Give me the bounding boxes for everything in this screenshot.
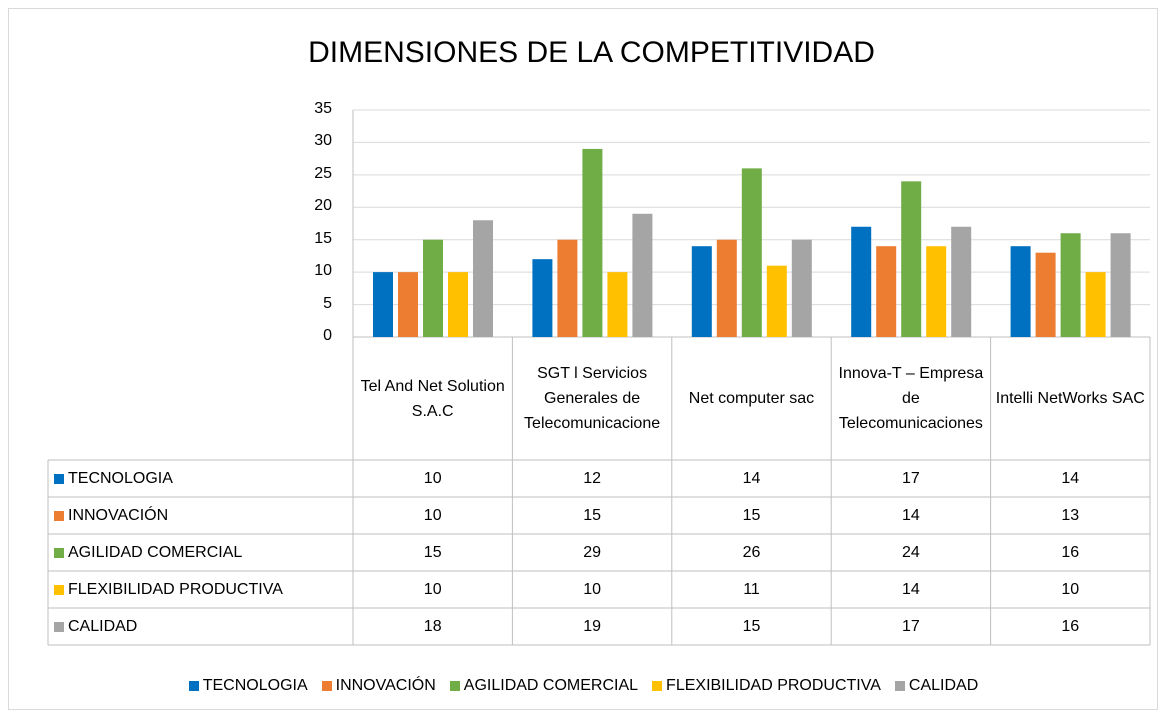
y-tick-label: 25 — [314, 164, 332, 182]
y-tick-label: 30 — [314, 132, 332, 150]
table-value: 10 — [1061, 580, 1080, 598]
table-value: 14 — [1061, 469, 1080, 487]
table-value: 12 — [583, 469, 601, 487]
table-value: 15 — [742, 617, 761, 635]
legend-key — [54, 621, 64, 632]
table-value: 10 — [423, 469, 442, 487]
table-value: 19 — [583, 617, 601, 635]
bar — [582, 148, 603, 337]
legend-item: AGILIDAD COMERCIAL — [449, 677, 639, 695]
table-row-name: AGILIDAD COMERCIAL — [68, 543, 243, 561]
legend-item: INNOVACIÓN — [321, 677, 436, 695]
legend-swatch — [652, 681, 663, 691]
table-value: 10 — [583, 580, 601, 598]
bar — [1035, 252, 1056, 337]
table-value: 16 — [1061, 617, 1080, 635]
bar — [901, 181, 922, 337]
table-value: 15 — [423, 543, 442, 561]
x-tick-label: Net computer sac — [688, 390, 815, 407]
bar — [1060, 233, 1081, 337]
legend: TECNOLOGIA INNOVACIÓN AGILIDAD COMERCIAL FL… — [0, 677, 1167, 695]
table-row-name: TECNOLOGIA — [68, 469, 173, 487]
bar — [1085, 272, 1106, 337]
legend-swatch — [449, 681, 460, 691]
table-value: 15 — [583, 506, 601, 524]
table-row-name: INNOVACIÓN — [68, 506, 169, 524]
y-tick-label: 0 — [323, 327, 332, 344]
legend-swatch — [894, 681, 905, 691]
table-row-label: FLEXIBILIDAD PRODUCTIVA — [54, 571, 283, 608]
table-value: 14 — [901, 506, 920, 524]
table-value: 10 — [423, 580, 442, 598]
table-value: 11 — [743, 580, 760, 598]
bar — [766, 265, 787, 337]
y-tick-label: 15 — [314, 229, 332, 247]
table-value: 15 — [742, 506, 761, 524]
x-tick-label: Tel And Net Solution S.A.C — [360, 377, 505, 420]
bar — [398, 272, 418, 337]
table-value: 14 — [901, 580, 920, 598]
legend-label: FLEXIBILIDAD PRODUCTIVA — [666, 677, 881, 694]
table-value: 10 — [423, 506, 442, 524]
legend-swatch — [321, 681, 332, 691]
table-row-label: INNOVACIÓN — [54, 497, 168, 534]
y-tick-label: 5 — [323, 294, 332, 312]
legend-label: CALIDAD — [908, 677, 979, 694]
bar — [1010, 246, 1031, 337]
bar — [876, 246, 897, 337]
legend-swatch — [188, 681, 199, 691]
bar — [632, 213, 653, 337]
table-value: 17 — [901, 469, 920, 487]
table-value: 13 — [1061, 506, 1080, 524]
x-tick-label: SGT l Servicios Generales de Telecomunic… — [524, 365, 661, 432]
table-value: 29 — [583, 543, 601, 561]
table-value: 17 — [901, 617, 920, 635]
legend-item: TECNOLOGIA — [188, 677, 308, 695]
y-tick-label: 20 — [314, 197, 332, 215]
legend-item: CALIDAD — [894, 677, 979, 695]
bar — [473, 220, 493, 337]
legend-label: INNOVACIÓN — [335, 677, 436, 694]
table-value: 18 — [423, 617, 442, 635]
bar — [1110, 233, 1131, 337]
bar — [557, 239, 578, 337]
bar — [423, 239, 443, 337]
table-row-label: AGILIDAD COMERCIAL — [54, 534, 242, 571]
table-value: 26 — [742, 543, 761, 561]
bar — [607, 272, 628, 337]
chart-frame — [8, 8, 1158, 710]
bar — [691, 246, 712, 337]
legend-label: TECNOLOGIA — [202, 677, 308, 694]
bar — [448, 272, 468, 337]
bar — [851, 226, 872, 337]
table-row-label: TECNOLOGIA — [54, 460, 173, 497]
legend-key — [54, 584, 64, 595]
bar — [791, 239, 812, 337]
bar — [926, 246, 947, 337]
x-tick-label: Innova-T – Empresa de Telecomunicaciones — [838, 365, 984, 432]
legend-key — [54, 510, 64, 521]
bar — [373, 272, 393, 337]
table-value: 16 — [1061, 543, 1080, 561]
chart-title: DIMENSIONES DE LA COMPETITIVIDAD — [308, 36, 875, 69]
legend-key — [54, 473, 64, 484]
bar — [532, 259, 553, 337]
bar — [716, 239, 737, 337]
legend-label: AGILIDAD COMERCIAL — [463, 677, 639, 694]
x-tick-label: Intelli NetWorks SAC — [995, 390, 1145, 407]
table-row-name: CALIDAD — [68, 617, 138, 635]
legend-item: FLEXIBILIDAD PRODUCTIVA — [652, 677, 881, 695]
y-tick-label: 10 — [314, 262, 332, 280]
bar — [951, 226, 972, 337]
legend-key — [54, 547, 64, 558]
bar — [741, 168, 762, 337]
table-row-name: FLEXIBILIDAD PRODUCTIVA — [68, 580, 283, 598]
table-value: 14 — [742, 469, 761, 487]
table-value: 24 — [901, 543, 920, 561]
y-tick-label: 35 — [314, 100, 332, 117]
table-row-label: CALIDAD — [54, 608, 137, 645]
